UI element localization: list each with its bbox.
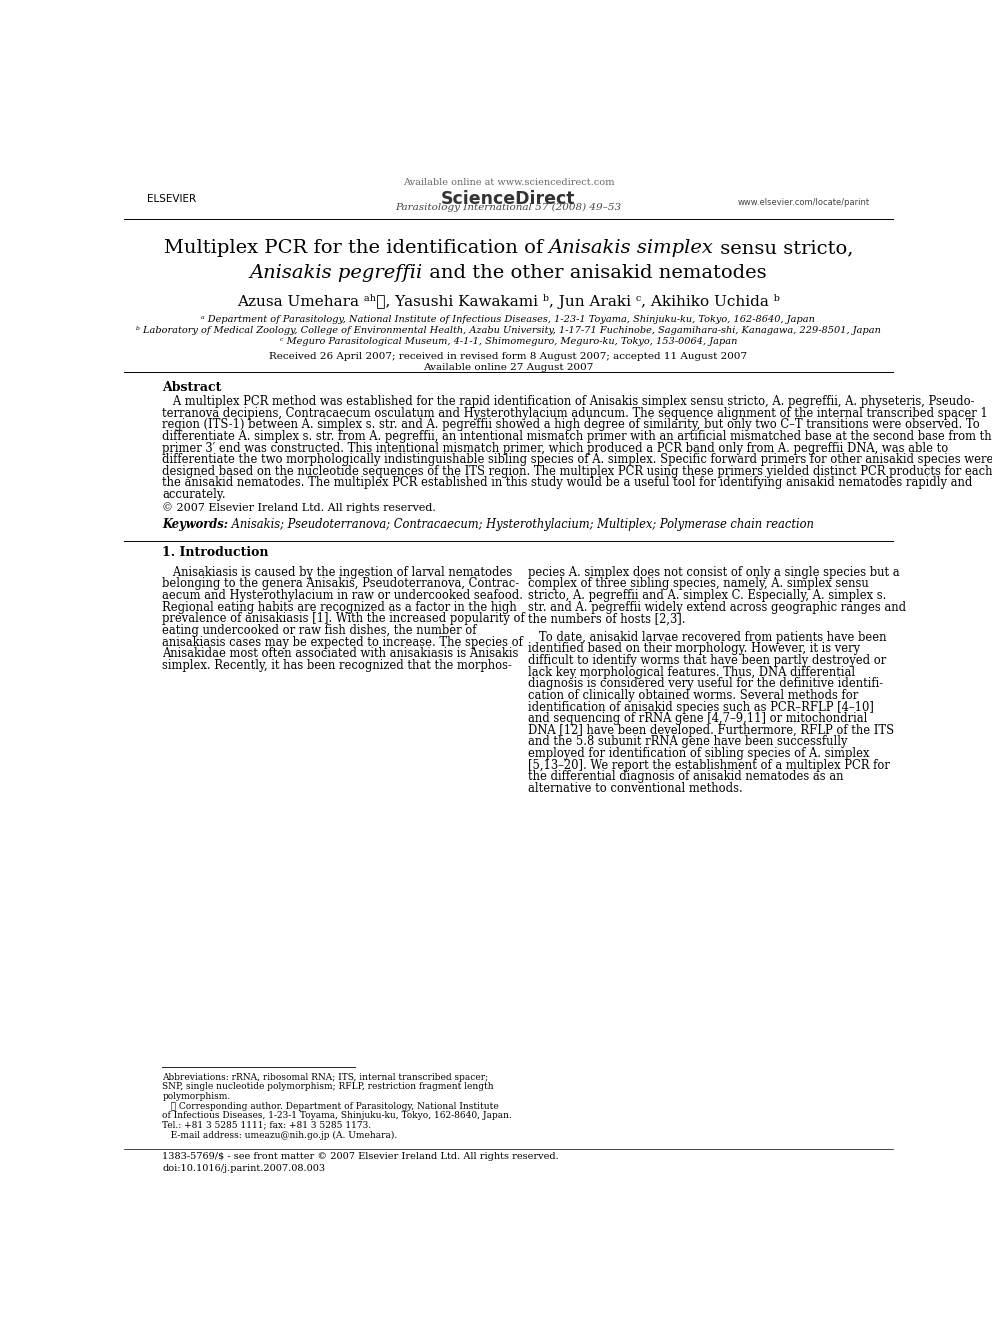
Text: Regional eating habits are recognized as a factor in the high: Regional eating habits are recognized as…: [163, 601, 517, 614]
Text: DNA [12] have been developed. Furthermore, RFLP of the ITS: DNA [12] have been developed. Furthermor…: [528, 724, 894, 737]
Text: anisakiasis cases may be expected to increase. The species of: anisakiasis cases may be expected to inc…: [163, 635, 524, 648]
Text: accurately.: accurately.: [163, 488, 226, 501]
Text: Tel.: +81 3 5285 1111; fax: +81 3 5285 1173.: Tel.: +81 3 5285 1111; fax: +81 3 5285 1…: [163, 1121, 372, 1130]
Text: terranova decipiens, Contracaecum osculatum and Hysterothylacium aduncum. The se: terranova decipiens, Contracaecum oscula…: [163, 406, 988, 419]
Text: aecum and Hysterothylacium in raw or undercooked seafood.: aecum and Hysterothylacium in raw or und…: [163, 589, 524, 602]
Text: 1. Introduction: 1. Introduction: [163, 546, 269, 560]
Text: primer 3′ end was constructed. This intentional mismatch primer, which produced : primer 3′ end was constructed. This inte…: [163, 442, 948, 455]
Text: Parasitology International 57 (2008) 49–53: Parasitology International 57 (2008) 49–…: [396, 202, 621, 212]
Text: of Infectious Diseases, 1-23-1 Toyama, Shinjuku-ku, Tokyo, 162-8640, Japan.: of Infectious Diseases, 1-23-1 Toyama, S…: [163, 1111, 512, 1121]
Text: polymorphism.: polymorphism.: [163, 1091, 231, 1101]
Text: str. and A. pegreffii widely extend across geographic ranges and: str. and A. pegreffii widely extend acro…: [528, 601, 906, 614]
Text: SNP, single nucleotide polymorphism; RFLP, restriction fragment length: SNP, single nucleotide polymorphism; RFL…: [163, 1082, 494, 1091]
Text: lack key morphological features. Thus, DNA differential: lack key morphological features. Thus, D…: [528, 665, 855, 679]
Text: cation of clinically obtained worms. Several methods for: cation of clinically obtained worms. Sev…: [528, 689, 858, 703]
Text: sensu stricto,: sensu stricto,: [714, 239, 853, 257]
Text: diagnosis is considered very useful for the definitive identifi-: diagnosis is considered very useful for …: [528, 677, 883, 691]
Text: alternative to conventional methods.: alternative to conventional methods.: [528, 782, 742, 795]
Text: prevalence of anisakiasis [1]. With the increased popularity of: prevalence of anisakiasis [1]. With the …: [163, 613, 525, 626]
Text: A multiplex PCR method was established for the rapid identification of Anisakis : A multiplex PCR method was established f…: [163, 396, 975, 407]
Text: differentiate the two morphologically indistinguishable sibling species of A. si: differentiate the two morphologically in…: [163, 454, 992, 466]
Text: Available online 27 August 2007: Available online 27 August 2007: [424, 363, 593, 372]
Text: [5,13–20]. We report the establishment of a multiplex PCR for: [5,13–20]. We report the establishment o…: [528, 758, 890, 771]
Text: © 2007 Elsevier Ireland Ltd. All rights reserved.: © 2007 Elsevier Ireland Ltd. All rights …: [163, 503, 436, 513]
Text: the differential diagnosis of anisakid nematodes as an: the differential diagnosis of anisakid n…: [528, 770, 843, 783]
Text: identified based on their morphology. However, it is very: identified based on their morphology. Ho…: [528, 643, 860, 655]
Text: the anisakid nematodes. The multiplex PCR established in this study would be a u: the anisakid nematodes. The multiplex PC…: [163, 476, 973, 490]
Text: ᵇ Laboratory of Medical Zoology, College of Environmental Health, Azabu Universi: ᵇ Laboratory of Medical Zoology, College…: [136, 325, 881, 335]
Text: employed for identification of sibling species of A. simplex: employed for identification of sibling s…: [528, 747, 869, 759]
Text: ELSEVIER: ELSEVIER: [147, 194, 196, 205]
Text: simplex. Recently, it has been recognized that the morphos-: simplex. Recently, it has been recognize…: [163, 659, 512, 672]
Text: Keywords:: Keywords:: [163, 519, 228, 531]
Text: designed based on the nucleotide sequences of the ITS region. The multiplex PCR : designed based on the nucleotide sequenc…: [163, 464, 992, 478]
Text: belonging to the genera Anisakis, Pseudoterranova, Contrac-: belonging to the genera Anisakis, Pseudo…: [163, 577, 520, 590]
Text: eating undercooked or raw fish dishes, the number of: eating undercooked or raw fish dishes, t…: [163, 624, 477, 636]
Text: region (ITS-1) between A. simplex s. str. and A. pegreffii showed a high degree : region (ITS-1) between A. simplex s. str…: [163, 418, 980, 431]
Text: complex of three sibling species, namely, A. simplex sensu: complex of three sibling species, namely…: [528, 577, 868, 590]
Text: Multiplex PCR for the identification of: Multiplex PCR for the identification of: [164, 239, 549, 257]
Text: ᵃ Department of Parasitology, National Institute of Infectious Diseases, 1-23-1 : ᵃ Department of Parasitology, National I…: [201, 315, 815, 324]
Text: To date, anisakid larvae recovered from patients have been: To date, anisakid larvae recovered from …: [528, 631, 886, 644]
Text: differentiate A. simplex s. str. from A. pegreffii, an intentional mismatch prim: differentiate A. simplex s. str. from A.…: [163, 430, 992, 443]
Text: stricto, A. pegreffii and A. simplex C. Especially, A. simplex s.: stricto, A. pegreffii and A. simplex C. …: [528, 589, 886, 602]
Text: Anisakis pegreffii: Anisakis pegreffii: [250, 263, 424, 282]
Text: Abbreviations: rRNA, ribosomal RNA; ITS, internal transcribed spacer;: Abbreviations: rRNA, ribosomal RNA; ITS,…: [163, 1073, 489, 1081]
Text: and sequencing of rRNA gene [4,7–9,11] or mitochondrial: and sequencing of rRNA gene [4,7–9,11] o…: [528, 712, 867, 725]
Text: Abstract: Abstract: [163, 381, 222, 394]
Text: doi:10.1016/j.parint.2007.08.003: doi:10.1016/j.parint.2007.08.003: [163, 1164, 325, 1174]
Text: and the 5.8 subunit rRNA gene have been successfully: and the 5.8 subunit rRNA gene have been …: [528, 736, 847, 749]
Text: the numbers of hosts [2,3].: the numbers of hosts [2,3].: [528, 613, 685, 626]
Text: and the other anisakid nematodes: and the other anisakid nematodes: [424, 263, 767, 282]
Text: Received 26 April 2007; received in revised form 8 August 2007; accepted 11 Augu: Received 26 April 2007; received in revi…: [270, 352, 747, 361]
Text: difficult to identify worms that have been partly destroyed or: difficult to identify worms that have be…: [528, 654, 886, 667]
Text: Azusa Umehara ᵃʰ⋆, Yasushi Kawakami ᵇ, Jun Araki ᶜ, Akihiko Uchida ᵇ: Azusa Umehara ᵃʰ⋆, Yasushi Kawakami ᵇ, J…: [237, 294, 780, 310]
Text: www.elsevier.com/locate/parint: www.elsevier.com/locate/parint: [738, 198, 870, 208]
Text: ⋆ Corresponding author. Department of Parasitology, National Institute: ⋆ Corresponding author. Department of Pa…: [163, 1102, 499, 1110]
Text: 1383-5769/$ - see front matter © 2007 Elsevier Ireland Ltd. All rights reserved.: 1383-5769/$ - see front matter © 2007 El…: [163, 1152, 559, 1162]
Text: ᶜ Meguro Parasitological Museum, 4-1-1, Shimomeguro, Meguro-ku, Tokyo, 153-0064,: ᶜ Meguro Parasitological Museum, 4-1-1, …: [280, 337, 737, 347]
Text: E-mail address: umeazu@nih.go.jp (A. Umehara).: E-mail address: umeazu@nih.go.jp (A. Ume…: [163, 1131, 398, 1139]
Text: pecies A. simplex does not consist of only a single species but a: pecies A. simplex does not consist of on…: [528, 566, 899, 579]
Text: Anisakis simplex: Anisakis simplex: [549, 239, 714, 257]
Text: Available online at www.sciencedirect.com: Available online at www.sciencedirect.co…: [403, 177, 614, 187]
Text: Anisakiasis is caused by the ingestion of larval nematodes: Anisakiasis is caused by the ingestion o…: [163, 566, 513, 579]
Text: ScienceDirect: ScienceDirect: [441, 189, 575, 208]
Text: Anisakis; Pseudoterranova; Contracaecum; Hysterothylacium; Multiplex; Polymerase: Anisakis; Pseudoterranova; Contracaecum;…: [228, 519, 814, 531]
Text: Anisakidae most often associated with anisakiasis is Anisakis: Anisakidae most often associated with an…: [163, 647, 519, 660]
Text: identification of anisakid species such as PCR–RFLP [4–10]: identification of anisakid species such …: [528, 701, 874, 713]
